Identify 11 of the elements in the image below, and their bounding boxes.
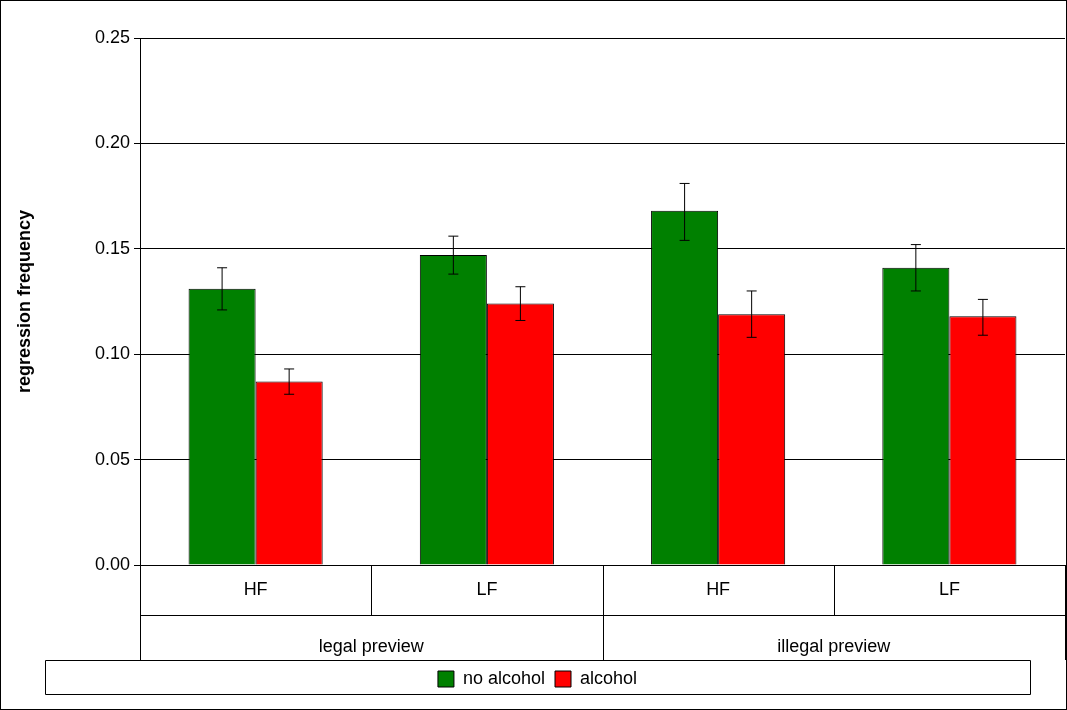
text: illegal preview bbox=[777, 635, 892, 656]
y-tick-label: 0.15 bbox=[94, 237, 130, 258]
legend-label: no alcohol bbox=[462, 667, 546, 688]
y-tick-label: 0.20 bbox=[94, 132, 130, 153]
y-tick-label: 0.10 bbox=[94, 343, 130, 364]
y-tick-label: 0.05 bbox=[94, 448, 130, 469]
legend-label: alcohol bbox=[580, 667, 638, 688]
text: legal preview bbox=[318, 635, 425, 656]
y-tick-label: 0.25 bbox=[94, 26, 130, 47]
y-tick-label: 0.00 bbox=[94, 553, 130, 574]
y-axis-title: regression frequency bbox=[13, 209, 34, 394]
